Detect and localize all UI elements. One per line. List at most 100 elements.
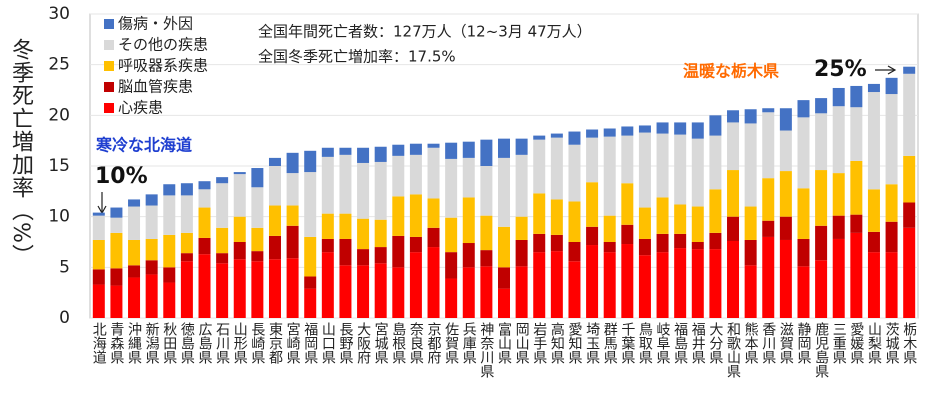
x-tick-label: 徳島県	[179, 322, 195, 364]
bar-segment	[709, 232, 722, 250]
y-tick-label: 15	[48, 156, 70, 176]
bar-segment	[145, 194, 158, 206]
bar-segment	[233, 216, 246, 242]
bar-segment	[374, 161, 387, 220]
bar-segment	[744, 123, 757, 207]
bar-segment	[867, 83, 880, 93]
bar-segment	[163, 282, 176, 318]
bar-segment	[110, 207, 123, 218]
x-tick-label: 愛知県	[566, 322, 582, 364]
x-tick-label: 宮城県	[373, 322, 389, 364]
x-tick-label: 山形県	[232, 322, 248, 364]
bar-segment	[339, 154, 352, 214]
x-tick-label: 北海道	[91, 322, 107, 365]
bar-segment	[233, 174, 246, 217]
bar-segment	[480, 215, 493, 251]
bar-segment	[586, 226, 599, 246]
bar-segment	[885, 94, 898, 185]
bar-segment	[498, 226, 510, 268]
bar-segment	[110, 217, 123, 233]
bar-segment	[533, 135, 546, 140]
bar-segment	[691, 242, 704, 250]
bar-segment	[198, 189, 211, 208]
bar-segment	[163, 234, 176, 268]
x-tick-label: 広島県	[197, 322, 213, 364]
bar-segment	[286, 173, 299, 206]
bar-segment	[445, 217, 458, 253]
bar-segment	[850, 85, 863, 108]
bar-segment	[216, 263, 229, 318]
x-tick-label: 秋田県	[161, 322, 177, 364]
bar-segment	[268, 259, 281, 318]
bar-segment	[462, 157, 475, 198]
legend-label: その他の疾患	[118, 36, 208, 54]
bar-segment	[621, 244, 634, 318]
bar-segment	[850, 160, 863, 215]
bar-segment	[832, 238, 845, 318]
bar-segment	[762, 220, 775, 237]
bar-segment	[603, 252, 616, 318]
bar-segment	[321, 147, 334, 157]
bar-segment	[709, 115, 722, 136]
x-tick-label: 大分県	[707, 322, 723, 364]
bar-segment	[903, 155, 916, 203]
bar-segment	[638, 238, 651, 256]
bar-segment	[339, 147, 352, 155]
x-tick-label: 茨城県	[884, 322, 900, 364]
x-tick-label: 山梨県	[866, 322, 882, 364]
bar-segment	[603, 215, 616, 242]
x-tick-label: 青森県	[108, 322, 124, 364]
bar-segment	[903, 73, 916, 156]
bar-segment	[727, 240, 740, 318]
bar-segment	[638, 132, 651, 208]
bar-segment	[603, 128, 616, 137]
bar-segment	[815, 113, 828, 171]
bar-segment	[674, 134, 687, 205]
bar-segment	[515, 266, 528, 318]
bar-segment	[409, 143, 422, 155]
x-tick-label: 石川県	[214, 322, 230, 364]
x-tick-label: 千葉県	[619, 322, 635, 364]
annotation: 温暖な栃木県	[682, 62, 779, 81]
bar-segment	[286, 205, 299, 226]
x-tick-label: 長崎県	[249, 322, 265, 364]
bar-segment	[656, 122, 669, 134]
bar-segment	[850, 214, 863, 233]
annotation: 全国冬季死亡増加率：17.5%	[258, 48, 456, 66]
y-axis-label: 冬季死亡増加率（%）	[8, 38, 33, 267]
x-tick-label: 兵庫県	[461, 322, 477, 364]
y-tick-label: 10	[48, 207, 70, 227]
bar-segment	[198, 181, 211, 190]
bar-segment	[656, 197, 669, 234]
bar-segment	[445, 158, 458, 218]
annotation: 寒冷な北海道	[95, 136, 192, 155]
bar-segment	[462, 197, 475, 244]
bar-segment	[674, 204, 687, 234]
bar-segment	[832, 87, 845, 107]
bar-segment	[251, 227, 264, 252]
bar-segment	[533, 252, 546, 318]
bar-segment	[268, 166, 281, 206]
bar-segment	[216, 227, 229, 254]
bar-segment	[885, 77, 898, 95]
bar-segment	[779, 108, 792, 131]
bar-segment	[321, 238, 334, 253]
bar-segment	[586, 182, 599, 227]
bar-segment	[251, 261, 264, 318]
bar-segment	[233, 242, 246, 260]
bar-segment	[357, 162, 370, 219]
x-tick-label: 富山県	[496, 321, 512, 364]
x-tick-label: 愛媛県	[848, 322, 864, 364]
bar-segment	[550, 251, 563, 318]
bar-segment	[374, 263, 387, 318]
x-tick-label: 栃木県	[901, 322, 917, 364]
bar-segment	[903, 227, 916, 318]
legend-label: 脳血管疾患	[118, 78, 193, 96]
x-tick-label: 大阪府	[355, 322, 371, 365]
legend-label: 傷病・外因	[118, 15, 193, 33]
legend-swatch	[104, 82, 114, 92]
bar-segment	[304, 172, 317, 237]
bar-segment	[321, 213, 334, 239]
bar-segment	[128, 199, 141, 207]
bar-segment	[779, 216, 792, 240]
